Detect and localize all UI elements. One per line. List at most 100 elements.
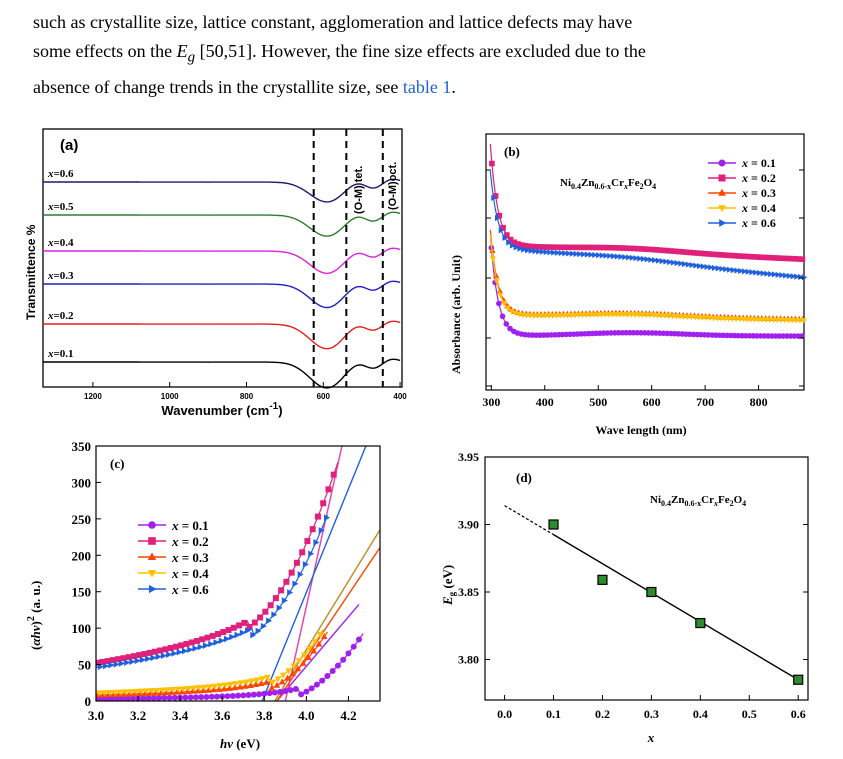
panel-b-point	[593, 244, 600, 251]
panel-b-point	[620, 245, 626, 251]
panel-c-point	[206, 684, 213, 691]
panel-b-point	[522, 242, 529, 249]
panel-c-point	[193, 637, 200, 644]
panel-c-point	[189, 687, 197, 694]
panel-c-point	[164, 687, 171, 694]
panel-b-point	[562, 250, 568, 257]
panel-c-point	[115, 656, 122, 663]
panel-c-point	[236, 622, 243, 629]
panel-a-x-tick-label: 1000	[161, 392, 179, 401]
panel-c-point	[262, 608, 269, 615]
panel-b-point	[507, 236, 514, 243]
panel-b-point	[768, 270, 774, 278]
panel-c-point	[187, 694, 194, 701]
panel-c-point	[295, 658, 303, 665]
panel-c-point	[97, 663, 104, 671]
panel-b-point	[498, 227, 505, 234]
panel-c-legend-label: x = 0.2	[171, 534, 209, 549]
panel-c-point	[282, 688, 289, 695]
panel-b-point	[530, 243, 536, 250]
panel-c-point	[316, 631, 324, 638]
panel-c-label: (c)	[110, 456, 124, 471]
panel-b-point	[496, 212, 503, 219]
panel-a-x-tick-label: 400	[393, 392, 407, 401]
panel-b-point	[622, 254, 628, 261]
panel-c-point	[136, 690, 144, 697]
panel-c-point	[202, 642, 209, 649]
panel-b-x-tick-label: 700	[696, 395, 714, 409]
panel-b-point	[672, 248, 678, 255]
panel-b-point	[734, 267, 741, 274]
panel-b-point	[569, 250, 576, 257]
panel-a-series-label: x=0.2	[47, 310, 74, 322]
panel-b-point	[682, 260, 688, 268]
panel-c-point	[167, 645, 174, 652]
panel-b-point	[689, 261, 696, 269]
panel-a-series-x=0.5	[43, 211, 401, 237]
panel-c-point	[290, 663, 298, 670]
panel-a-oct-annotation: (O-M)oct.	[387, 162, 399, 210]
panel-c-point	[224, 635, 231, 643]
panel-c-point	[150, 695, 157, 701]
panel-c-point	[276, 604, 283, 612]
panel-c-point	[250, 691, 257, 698]
panel-b-point	[489, 160, 495, 167]
panel-c-series	[96, 446, 380, 701]
panel-b-point	[558, 249, 565, 257]
panel-c-point	[99, 658, 106, 665]
panel-c-legend-marker	[148, 521, 156, 529]
panel-d-x-ticks: 0.0 0.1 0.2 0.3 0.4 0.5 0.6	[497, 695, 806, 721]
panel-b-point	[739, 253, 746, 260]
panel-b-point	[726, 266, 733, 273]
panel-c-point	[110, 691, 118, 698]
panel-c-point	[284, 674, 291, 681]
panel-c-point	[109, 657, 116, 664]
panel-c-point	[185, 685, 192, 692]
panel-b-point	[578, 244, 585, 251]
panel-b-point	[719, 265, 726, 272]
panel-b-point	[629, 254, 636, 261]
panel-b-point	[563, 244, 570, 251]
panel-c-legend-label: x = 0.6	[171, 582, 209, 597]
panel-b-point	[623, 245, 630, 251]
panel-d-formula: Ni0.4Zn0.6-xCrxFe2O4	[650, 494, 746, 508]
panel-c-point	[157, 689, 165, 696]
panel-c-point	[288, 569, 295, 576]
panel-b-point	[552, 244, 559, 250]
panel-b-legend-marker	[718, 188, 726, 196]
panel-b-formula: Ni0.4Zn0.6-xCrxFe2O4	[560, 177, 656, 191]
panel-c-point	[192, 645, 199, 652]
panel-c-x-tick-label: 4.2	[340, 708, 356, 723]
panel-c-point	[273, 681, 281, 688]
panel-b-point	[753, 269, 759, 276]
panel-b-point	[515, 241, 521, 247]
panel-b-point	[724, 252, 731, 259]
panel-c-point	[267, 602, 274, 609]
panel-b-point	[773, 255, 780, 261]
panel-b-point	[506, 239, 512, 246]
panel-b-point	[537, 244, 544, 250]
panel-c-legend-marker	[147, 569, 157, 578]
panel-c-point	[208, 640, 215, 648]
panel-c-point	[299, 659, 307, 666]
panel-c-point	[340, 656, 347, 663]
panel-c-point	[129, 695, 136, 701]
panel-c-point	[300, 652, 308, 659]
panel-c-point	[141, 651, 148, 658]
panel-c-point	[205, 686, 212, 693]
panel-b-point	[691, 250, 697, 256]
panel-b-point	[503, 321, 510, 327]
panel-b-legend-marker	[718, 159, 726, 167]
table-1-link[interactable]: table 1	[402, 76, 452, 97]
panel-d-point	[793, 674, 804, 685]
panel-b-point	[556, 244, 563, 251]
panel-b-point	[749, 269, 755, 276]
panel-c-point	[140, 695, 147, 701]
panel-c-point	[121, 690, 128, 697]
panel-c-point	[229, 633, 236, 641]
panel-c-point	[232, 681, 240, 688]
panel-c-point	[142, 689, 149, 696]
panel-b-point	[601, 244, 607, 251]
panel-b-absorbance-chart: 300 400 500 600 700 800 x = 0.1x = 0.2x = 0.3…	[449, 133, 808, 437]
panel-b-point	[663, 258, 669, 265]
